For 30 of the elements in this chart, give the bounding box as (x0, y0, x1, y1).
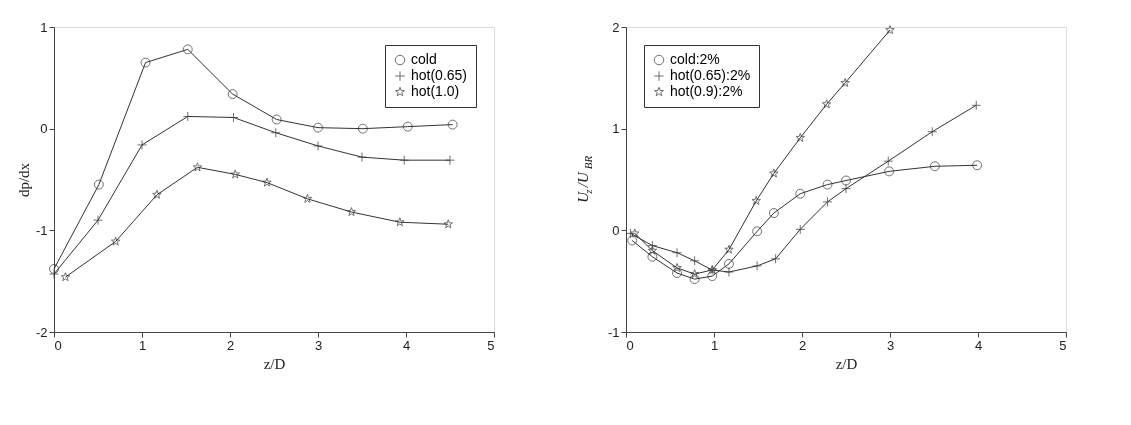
legend-label: hot(0.65):2% (670, 67, 751, 83)
legend-label: hot(0.9):2% (670, 83, 743, 99)
y-tick-label: 1 (40, 19, 48, 35)
x-tick-label: 4 (402, 337, 411, 353)
x-tick-label: 4 (974, 337, 983, 353)
y-tick-label: -2 (35, 324, 48, 340)
y-tick-label: -1 (35, 222, 48, 238)
x-tick-label: 5 (1059, 337, 1067, 353)
y-axis-title: Uz/UBR (575, 155, 594, 203)
y-tick-label: 0 (40, 121, 48, 137)
x-tick-label: 1 (138, 337, 147, 353)
y-tick-label: -1 (607, 324, 620, 340)
x-tick-label: 2 (798, 337, 807, 353)
y-axis-title: dp/dx (15, 162, 32, 198)
x-tick-label: 2 (226, 337, 235, 353)
x-tick-label: 1 (710, 337, 719, 353)
legend-label: cold (411, 51, 437, 67)
x-tick-label: 5 (487, 337, 495, 353)
y-tick-label: 1 (612, 121, 620, 137)
x-axis-title: z/D (835, 355, 858, 372)
y-tick-label: 0 (612, 222, 620, 238)
legend-label: hot(0.65) (411, 67, 468, 83)
x-tick-label: 3 (886, 337, 895, 353)
x-tick-label: 0 (54, 337, 62, 353)
legend-label: hot(1.0) (411, 83, 460, 99)
legend-label: cold:2% (670, 51, 720, 67)
y-tick-label: 2 (612, 19, 620, 35)
x-tick-label: 3 (314, 337, 323, 353)
x-tick-label: 0 (626, 337, 634, 353)
x-axis-title: z/D (263, 355, 286, 372)
